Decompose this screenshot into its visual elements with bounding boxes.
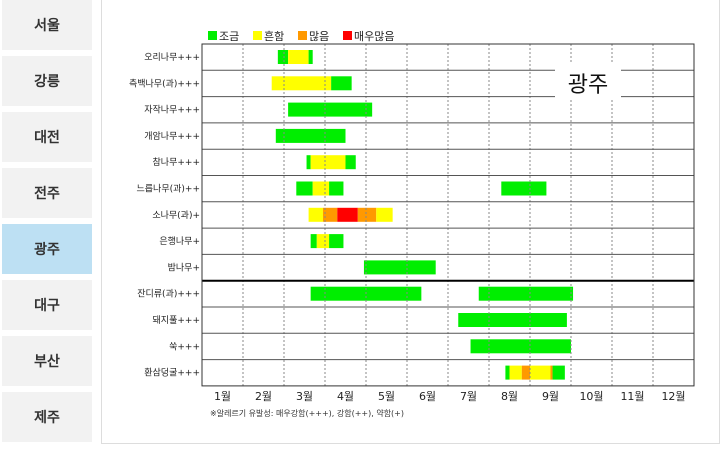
month-label-0: 1월 bbox=[214, 390, 231, 403]
city-tab-4[interactable]: 광주 bbox=[2, 224, 92, 274]
allergy-note: ※알레르기 유발성: 매우강함(+++), 강함(++), 약함(+) bbox=[210, 408, 404, 418]
plant-label-11: 쑥+++ bbox=[169, 341, 200, 352]
bar-segment-6-1 bbox=[322, 207, 338, 222]
bar-segment-12-0 bbox=[505, 365, 510, 380]
legend-label-low: 조금 bbox=[219, 30, 239, 43]
plant-label-8: 밤나무+ bbox=[168, 262, 200, 273]
bar-segment-3-0 bbox=[275, 128, 346, 143]
bar-segment-0-0 bbox=[277, 50, 289, 64]
bar-segment-4-2 bbox=[345, 155, 356, 170]
bar-segment-12-4 bbox=[550, 365, 553, 380]
bar-segment-9-1 bbox=[478, 286, 574, 301]
legend-label-normal: 흔함 bbox=[264, 30, 284, 43]
bar-segment-7-2 bbox=[329, 234, 344, 249]
bar-segment-4-1 bbox=[310, 155, 346, 170]
chart-frame bbox=[201, 43, 695, 387]
plant-label-5: 느릅나무(과)++ bbox=[136, 184, 200, 195]
bar-segment-1-0 bbox=[271, 76, 332, 91]
plant-label-4: 참나무+++ bbox=[153, 157, 200, 168]
month-label-6: 7월 bbox=[460, 390, 477, 403]
city-tab-0[interactable]: 서울 bbox=[2, 0, 92, 50]
city-tab-5[interactable]: 대구 bbox=[2, 280, 92, 330]
bar-segment-0-2 bbox=[308, 50, 313, 64]
plant-label-10: 돼지풀+++ bbox=[153, 315, 200, 326]
bar-segment-5-2 bbox=[329, 181, 344, 196]
bar-segment-12-3 bbox=[530, 365, 551, 380]
month-label-1: 2월 bbox=[255, 390, 272, 403]
bar-segment-5-1 bbox=[312, 181, 330, 196]
bar-segment-5-3 bbox=[501, 181, 547, 196]
bar-segment-6-0 bbox=[308, 207, 323, 222]
city-title: 광주 bbox=[568, 73, 608, 98]
bar-segment-12-1 bbox=[509, 365, 522, 380]
month-label-4: 5월 bbox=[378, 390, 395, 403]
plant-label-6: 소나무(과)+ bbox=[152, 210, 200, 221]
bar-segment-11-0 bbox=[470, 339, 571, 354]
plant-label-12: 환삼덩굴+++ bbox=[144, 367, 200, 379]
bar-segment-1-1 bbox=[331, 76, 352, 91]
city-tab-2[interactable]: 대전 bbox=[2, 112, 92, 162]
plant-label-7: 은행나무+ bbox=[159, 235, 200, 247]
plant-label-0: 오리나무+++ bbox=[144, 52, 200, 63]
month-label-5: 6월 bbox=[419, 390, 436, 403]
bar-segment-12-5 bbox=[552, 365, 565, 380]
month-label-7: 8월 bbox=[501, 390, 518, 403]
bar-segment-6-4 bbox=[376, 207, 393, 222]
plant-label-9: 잔디류(과)+++ bbox=[137, 289, 200, 300]
plant-label-3: 개암나무+++ bbox=[144, 130, 200, 142]
month-label-9: 10월 bbox=[579, 390, 603, 403]
month-label-10: 11월 bbox=[620, 390, 644, 403]
city-tab-1[interactable]: 강릉 bbox=[2, 56, 92, 106]
month-label-2: 3월 bbox=[296, 390, 313, 403]
bar-segment-7-1 bbox=[316, 234, 330, 249]
legend-swatch-normal bbox=[253, 31, 262, 40]
bar-segment-4-0 bbox=[306, 155, 311, 170]
bar-segment-7-0 bbox=[310, 234, 317, 249]
month-label-8: 9월 bbox=[542, 390, 559, 403]
plant-label-1: 측백나무(과)+++ bbox=[129, 78, 200, 89]
bar-segment-10-0 bbox=[458, 313, 567, 327]
city-tab-6[interactable]: 부산 bbox=[2, 336, 92, 386]
plant-label-2: 자작나무+++ bbox=[144, 105, 200, 116]
month-label-11: 12월 bbox=[661, 390, 685, 403]
bar-segment-8-0 bbox=[363, 260, 436, 275]
legend-label-high: 많음 bbox=[309, 30, 329, 43]
legend-label-very_high: 매우많음 bbox=[354, 30, 394, 43]
city-title-backing bbox=[555, 64, 621, 100]
legend-swatch-very_high bbox=[343, 31, 352, 40]
bar-segment-12-2 bbox=[521, 365, 530, 380]
city-tab-7[interactable]: 제주 bbox=[2, 392, 92, 442]
bar-segment-2-0 bbox=[288, 102, 373, 117]
bar-segment-6-2 bbox=[337, 207, 358, 222]
city-tab-3[interactable]: 전주 bbox=[2, 168, 92, 218]
legend-swatch-low bbox=[208, 31, 217, 40]
month-label-3: 4월 bbox=[337, 390, 354, 403]
legend-swatch-high bbox=[298, 31, 307, 40]
bar-segment-6-3 bbox=[357, 207, 377, 222]
bar-segment-0-1 bbox=[288, 50, 309, 64]
bar-segment-5-0 bbox=[296, 181, 313, 196]
